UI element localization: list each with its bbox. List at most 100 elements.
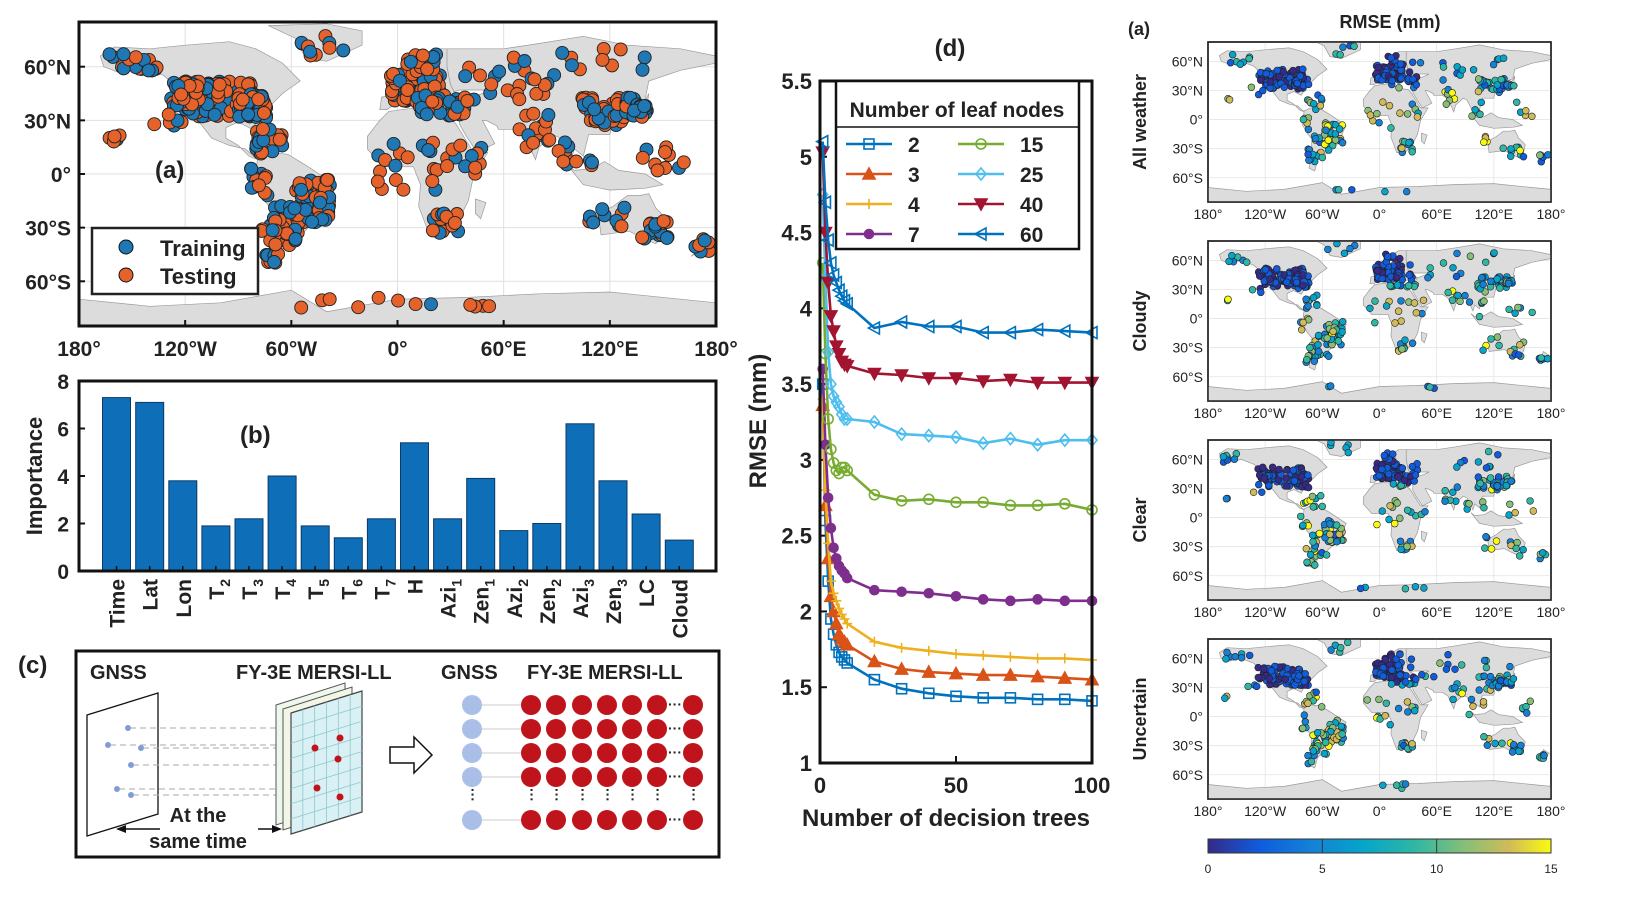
rmse-station-point xyxy=(1304,302,1312,310)
legend-label-3: 3 xyxy=(908,164,920,187)
series-point-4 xyxy=(831,595,842,606)
rmse-station-point xyxy=(1290,477,1299,485)
training-station-point xyxy=(492,64,507,79)
testing-station-point xyxy=(272,132,287,147)
panel-a-legend: Training Testing xyxy=(90,226,260,296)
rmse-station-point xyxy=(1378,465,1386,473)
rmse-station-point xyxy=(1466,252,1475,260)
rmse-station-point xyxy=(1380,451,1389,460)
rmse-station-point xyxy=(1506,662,1514,671)
training-station-point xyxy=(267,255,282,269)
rmse-station-point xyxy=(1519,153,1528,161)
testing-station-point xyxy=(526,135,541,150)
rmse-station-point xyxy=(1346,244,1354,253)
rmse-station-point xyxy=(1410,706,1419,715)
map-lat-tick: 30°S xyxy=(1172,539,1203,555)
panel-b-xtick-LC: LC xyxy=(636,579,659,607)
panel-d-rmse-chart: (d) RMSE (mm) Number of decision trees 1… xyxy=(745,35,1110,832)
rmse-station-point xyxy=(1480,656,1489,665)
rmse-station-point xyxy=(1420,584,1428,592)
rmse-station-point xyxy=(1306,550,1315,559)
rmse-station-point xyxy=(1507,145,1515,153)
testing-station-point xyxy=(613,42,628,57)
map-row-label: Uncertain xyxy=(1130,677,1150,760)
fy3e-sample-dot xyxy=(521,743,541,763)
panel-b-xtick-T4: T4 xyxy=(272,579,299,600)
panel-a-axis-ticks: 180° 120°W 60°W 0° 60°E 120°E 180° 60°N 30°N 0° 30… xyxy=(24,57,738,361)
series-point-2 xyxy=(950,690,962,703)
rmse-station-point xyxy=(1245,651,1254,660)
rmse-station-point xyxy=(1283,466,1291,474)
testing-station-point xyxy=(268,237,283,252)
rmse-station-point xyxy=(1223,648,1231,657)
panel-a-legend-box xyxy=(90,226,260,296)
series-point-7 xyxy=(828,542,839,554)
fy3e-sample-dot xyxy=(597,743,617,763)
training-station-point xyxy=(564,58,579,73)
rmse-station-point xyxy=(1448,296,1457,304)
testing-station-point xyxy=(676,155,691,170)
testing-station-point xyxy=(351,300,366,315)
rmse-station-point xyxy=(1403,542,1411,551)
rmse-station-point xyxy=(1523,709,1531,717)
map-lat-tick: 60°N xyxy=(1172,252,1203,268)
testing-station-point xyxy=(420,62,435,77)
series-point-15 xyxy=(1031,499,1044,512)
landmass-12 xyxy=(1208,580,1551,600)
panel-b-xtick-T5: T5 xyxy=(305,579,332,600)
panel-b-ylabel: Importance xyxy=(22,417,47,536)
rmse-station-point xyxy=(1409,75,1417,83)
rmse-station-point xyxy=(1382,302,1391,310)
series-point-7 xyxy=(869,584,880,596)
col-ellipsis: ··· xyxy=(575,788,591,802)
legend-label-2: 2 xyxy=(908,134,920,157)
panel-a-label: (a) xyxy=(155,157,184,184)
rmse-station-point xyxy=(1515,552,1524,560)
gnss-sheet xyxy=(86,692,159,837)
map-lon-tick: 120°E xyxy=(1475,206,1513,222)
panel-b-ytick: 0 xyxy=(57,561,69,584)
same-time-arrow-left xyxy=(116,825,126,833)
rmse-station-point xyxy=(1316,492,1325,500)
fy3e-sample-dot xyxy=(546,743,566,763)
panel-d-axes: 1 1.5 2 2.5 3 3.5 4 4.5 5 5.5 0 50 100 xyxy=(781,69,1110,798)
panel-b-ytick: 2 xyxy=(57,514,69,537)
series-point-25 xyxy=(868,414,881,430)
rmse-station-point xyxy=(1387,680,1396,688)
rmse-station-point xyxy=(1301,718,1310,726)
rmse-station-point xyxy=(1266,275,1274,283)
series-point-2 xyxy=(841,657,854,669)
rmse-station-point xyxy=(1259,86,1267,95)
landmass-6 xyxy=(1421,729,1428,742)
rmse-station-point xyxy=(1302,295,1310,303)
importance-bar-Lon xyxy=(168,480,198,572)
fy3e-sample-dot xyxy=(546,719,566,739)
rmse-station-point xyxy=(1519,545,1527,554)
rmse-station-point xyxy=(1479,698,1488,706)
rmse-station-point xyxy=(1496,284,1504,292)
rmse-station-point xyxy=(1324,245,1332,254)
importance-bar-Zen1 xyxy=(466,477,496,572)
rmse-station-point xyxy=(1323,334,1331,342)
rmse-station-point xyxy=(1512,544,1520,553)
panel-b-xtick-Zen2: Zen2 xyxy=(537,579,564,624)
legend-marker-40 xyxy=(973,198,989,212)
rmse-station-point xyxy=(1516,146,1524,155)
series-point-7 xyxy=(822,492,834,504)
map-lon-tick: 60°W xyxy=(1305,206,1340,222)
panel-d-ytick: 4.5 xyxy=(781,221,812,246)
rmse-station-point xyxy=(1289,466,1298,474)
training-station-point xyxy=(141,63,156,78)
rmse-station-point xyxy=(1318,153,1327,162)
series-point-25 xyxy=(835,407,848,422)
fy3e-sample-dot xyxy=(597,810,617,830)
map-lon-tick: 120°W xyxy=(1244,604,1287,620)
fy3e-sample-dot xyxy=(572,695,592,715)
rmse-station-point xyxy=(1412,675,1420,683)
rmse-station-point xyxy=(1386,502,1394,510)
rmse-station-point xyxy=(1405,271,1414,279)
rmse-station-point xyxy=(1300,711,1309,719)
testing-station-point xyxy=(391,293,406,308)
fy3e-sample-dot xyxy=(572,810,592,830)
map-lon-tick: 0° xyxy=(1373,604,1386,620)
